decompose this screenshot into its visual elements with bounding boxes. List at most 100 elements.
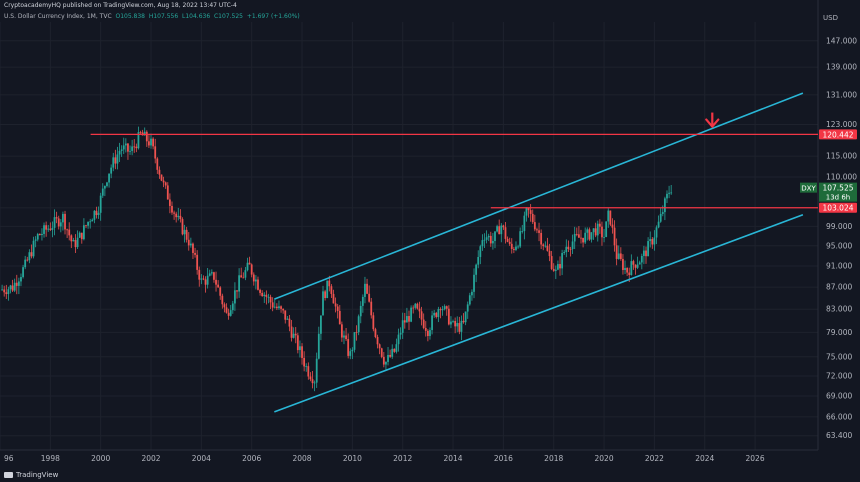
candles — [1, 126, 673, 392]
candle-body — [380, 348, 383, 357]
candle-body — [145, 131, 148, 142]
candle-body — [494, 231, 496, 241]
candle-body — [586, 229, 589, 233]
candle-body — [162, 180, 165, 183]
candle-body — [93, 210, 96, 220]
candle-body — [173, 212, 175, 214]
candle-body — [473, 274, 475, 292]
candle-body — [378, 344, 381, 349]
candle-body — [231, 303, 234, 311]
candle-body — [57, 218, 60, 227]
time-tick-label: 2014 — [443, 454, 462, 463]
footer-brand: TradingView — [16, 471, 59, 479]
candle-body — [49, 228, 52, 230]
time-tick-label: 2000 — [91, 454, 110, 463]
candle-body — [171, 205, 173, 213]
candle-body — [529, 210, 532, 214]
candle-body — [296, 335, 299, 351]
candle-body — [609, 210, 612, 225]
drawing-overlays — [90, 92, 818, 413]
candle-body — [538, 230, 540, 233]
candle-body — [504, 227, 507, 239]
candle-body — [670, 192, 673, 194]
candle-body — [607, 210, 610, 222]
candle-body — [395, 344, 398, 352]
ohlc-low: L104.636 — [182, 13, 211, 20]
candle-body — [290, 326, 293, 338]
candle-body — [166, 185, 169, 200]
candle-body — [361, 296, 364, 306]
candle-body — [131, 146, 134, 151]
price-tick-label: 99.000 — [826, 222, 852, 231]
candle-body — [364, 283, 366, 297]
candle-body — [150, 138, 152, 146]
price-tick-label: 147.000 — [826, 36, 857, 45]
candle-body — [215, 279, 217, 285]
candle-body — [324, 291, 327, 299]
symbol-line: U.S. Dollar Currency Index, 1M, TVC O105… — [4, 13, 300, 20]
candle-body — [345, 335, 347, 340]
candle-body — [376, 337, 379, 345]
candle-body — [617, 253, 620, 259]
candle-body — [546, 245, 549, 251]
candle-body — [116, 154, 119, 164]
candle-body — [374, 329, 377, 338]
candle-body — [47, 228, 50, 230]
candle-body — [99, 195, 102, 213]
candle-body — [385, 361, 387, 365]
candle-body — [647, 241, 650, 257]
candle-body — [330, 286, 333, 294]
resistance-level-label: 120.442 — [822, 130, 853, 139]
candle-body — [634, 264, 637, 268]
candle-body — [382, 356, 385, 365]
candle-body — [244, 270, 247, 278]
candle-body — [521, 231, 524, 232]
price-tick-label: 72.000 — [826, 371, 852, 380]
candle-body — [97, 212, 100, 216]
candle-body — [101, 188, 104, 196]
candle-body — [24, 259, 27, 268]
candle-body — [615, 245, 618, 259]
candle-body — [223, 304, 226, 308]
candle-body — [129, 150, 131, 152]
candle-body — [82, 225, 85, 240]
candle-body — [584, 232, 587, 243]
candle-body — [592, 228, 595, 233]
candle-body — [575, 233, 578, 235]
candle-body — [571, 241, 574, 250]
candle-body — [179, 215, 182, 220]
price-tick-label: 79.000 — [826, 328, 852, 337]
candle-body — [626, 267, 629, 273]
candle-body — [638, 262, 641, 265]
candle-body — [477, 256, 480, 265]
candle-body — [227, 312, 230, 316]
candle-body — [512, 248, 515, 250]
candle-body — [36, 234, 39, 240]
candle-body — [3, 289, 6, 293]
candle-body — [506, 238, 509, 242]
time-tick-label: 2010 — [343, 454, 362, 463]
candle-body — [7, 289, 10, 295]
price-tick-label: 95.000 — [826, 241, 852, 250]
candle-body — [517, 246, 519, 248]
candle-body — [133, 146, 136, 148]
candle-body — [53, 217, 56, 228]
candle-body — [74, 240, 77, 248]
candle-body — [636, 264, 639, 268]
candle-body — [577, 234, 580, 238]
candle-body — [527, 208, 530, 211]
candle-body — [336, 306, 339, 311]
price-tick-label: 63.400 — [826, 431, 852, 440]
candle-body — [437, 309, 440, 318]
lower-channel — [274, 213, 804, 413]
ohlc-high: H107.556 — [148, 13, 179, 20]
candle-body — [659, 213, 662, 222]
candle-body — [464, 311, 467, 323]
price-tick-label: 69.000 — [826, 391, 852, 400]
candle-body — [160, 174, 163, 181]
candle-body — [531, 213, 534, 223]
candle-body — [393, 348, 396, 352]
candle-body — [309, 376, 312, 380]
time-tick-label: 2002 — [141, 454, 160, 463]
